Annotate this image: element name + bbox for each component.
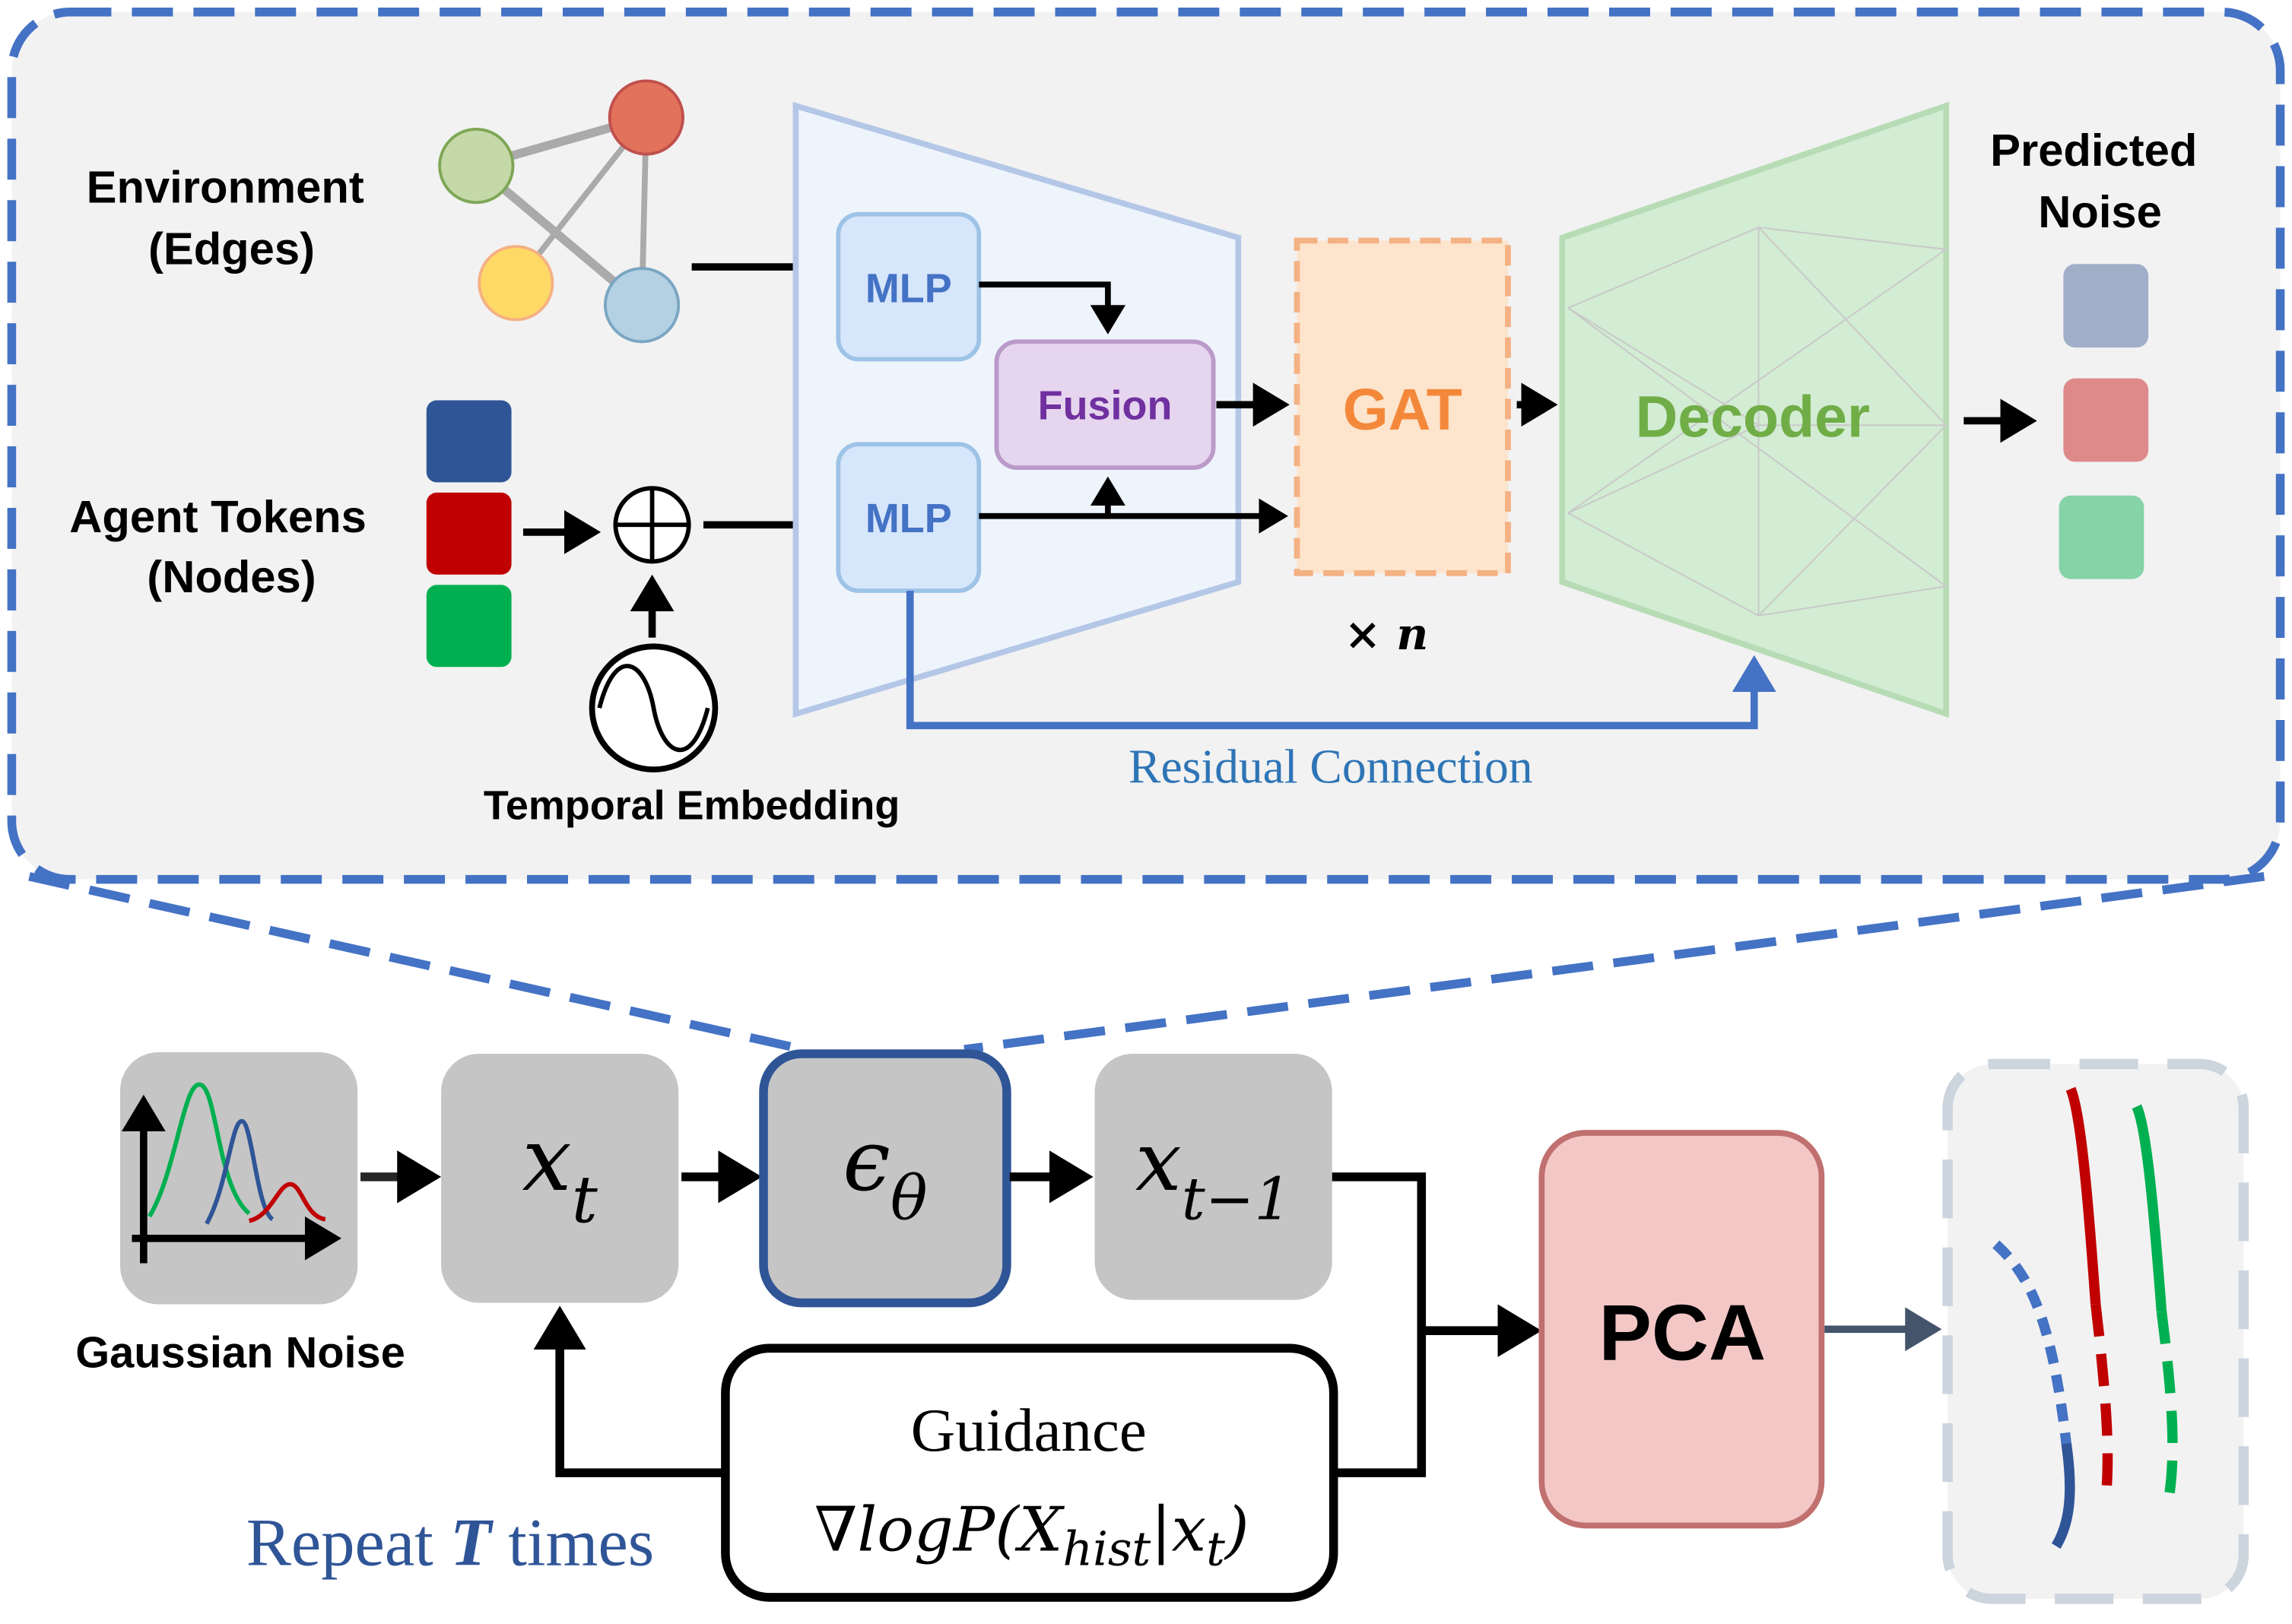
- mlp-top-label: MLP: [865, 265, 952, 311]
- zoom-line-right: [963, 872, 2265, 1054]
- gaussian-noise-box: [120, 1052, 358, 1305]
- xt-label: xt: [522, 1109, 598, 1237]
- residual-connection-arrow: [906, 591, 1776, 730]
- temporal-embedding-label: Temporal Embedding: [484, 783, 900, 829]
- fusion-block: [994, 339, 1216, 471]
- decoder-mesh: [1567, 227, 1947, 617]
- agent-token-green: [426, 585, 512, 668]
- environment-label: Environment (Edges): [87, 161, 377, 274]
- gat-block: [1294, 237, 1511, 576]
- sinusoid-icon: [589, 643, 719, 772]
- pca-box: [1538, 1130, 1825, 1529]
- xt-minus-1-label: xt−1: [1135, 1115, 1291, 1234]
- agent-token-blue: [426, 400, 512, 483]
- gaussian-curves-icon: [121, 1082, 342, 1264]
- add-operator-icon: [613, 486, 691, 564]
- zoom-line-left: [28, 872, 805, 1054]
- gat-label: GAT: [1343, 377, 1462, 442]
- predicted-trajectories: [1992, 1086, 2178, 1549]
- fusion-label: Fusion: [1038, 383, 1173, 429]
- noise-token-red: [2063, 378, 2149, 462]
- guidance-formula: ∇logP(Xhist|xt): [814, 1494, 1249, 1576]
- noise-token-green: [2059, 495, 2144, 579]
- mlp-bottom-label: MLP: [865, 496, 952, 541]
- repeat-n-label: × n: [1344, 608, 1429, 660]
- noise-token-blue: [2063, 264, 2149, 348]
- agent-token-red: [426, 492, 512, 575]
- xt-minus-1-box: [1094, 1053, 1332, 1300]
- epsilon-theta-label: ϵθ: [843, 1112, 927, 1235]
- agent-tokens-label: Agent Tokens (Nodes): [69, 491, 379, 602]
- pca-label: PCA: [1598, 1289, 1766, 1378]
- xt-box: [441, 1053, 679, 1303]
- environment-graph-icon: [438, 79, 684, 344]
- guidance-title: Guidance: [911, 1396, 1147, 1464]
- predicted-noise-label: Predicted Noise: [1990, 125, 2210, 237]
- repeat-t-times-label: Repeat T times: [246, 1506, 655, 1581]
- epsilon-theta-box[interactable]: [759, 1049, 1011, 1308]
- residual-label: Residual Connection: [1129, 739, 1533, 793]
- gaussian-noise-label: Gaussian Noise: [75, 1328, 405, 1377]
- guidance-box: [721, 1343, 1338, 1602]
- decoder-label: Decoder: [1636, 385, 1870, 450]
